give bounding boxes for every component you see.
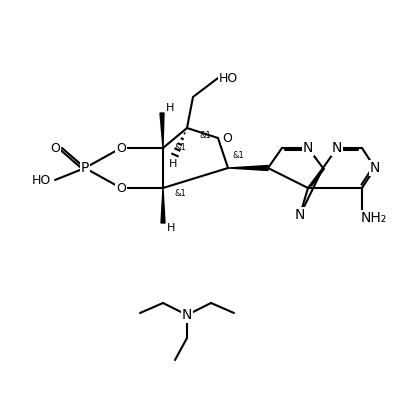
Text: N: N	[370, 161, 380, 175]
Text: O: O	[116, 182, 126, 194]
Text: N: N	[295, 208, 305, 222]
Text: H: H	[166, 103, 174, 113]
Text: &1: &1	[174, 188, 186, 198]
Text: N: N	[303, 141, 313, 155]
Text: HO: HO	[218, 71, 238, 85]
Text: N: N	[332, 141, 342, 155]
Text: O: O	[116, 142, 126, 154]
Text: NH₂: NH₂	[361, 211, 387, 225]
Text: O: O	[50, 142, 60, 154]
Text: HO: HO	[31, 174, 51, 186]
Text: P: P	[81, 161, 89, 175]
Polygon shape	[161, 188, 165, 223]
Text: H: H	[167, 223, 175, 233]
Text: &1: &1	[232, 152, 244, 160]
Text: N: N	[182, 308, 192, 322]
Text: O: O	[222, 132, 232, 144]
Text: H: H	[169, 159, 177, 169]
Polygon shape	[160, 113, 164, 148]
Text: &1: &1	[174, 142, 186, 152]
Polygon shape	[228, 166, 268, 170]
Text: &1: &1	[199, 132, 211, 140]
